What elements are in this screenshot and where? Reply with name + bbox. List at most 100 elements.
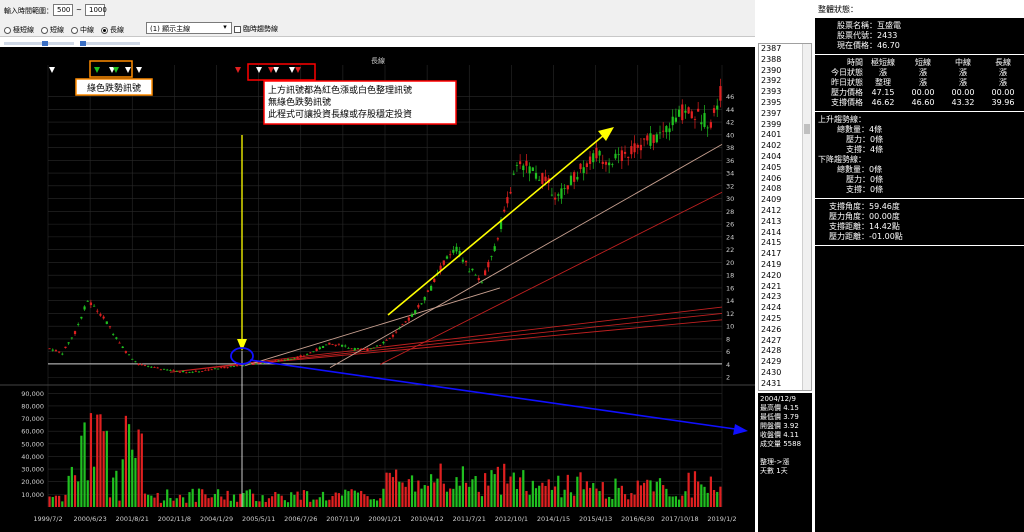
range-slider-1[interactable]	[4, 41, 74, 46]
range-end-input[interactable]: 1000	[85, 4, 107, 16]
candle-body	[623, 151, 627, 154]
code-list-item[interactable]: 2395	[761, 97, 782, 107]
code-list-item[interactable]: 2392	[761, 76, 782, 86]
volume-bar	[48, 496, 51, 507]
range-start-input[interactable]: 500	[53, 4, 73, 16]
volume-bar	[528, 494, 531, 507]
x-tick-label: 2001/8/21	[116, 515, 149, 523]
candle-body	[464, 260, 468, 263]
code-list-item[interactable]: 2415	[761, 238, 782, 248]
status-cell: 00.00	[991, 88, 1015, 97]
candle-body	[312, 351, 315, 353]
radio-ultra-short[interactable]: 極短線	[4, 25, 34, 35]
code-list-item[interactable]: 2423	[761, 292, 782, 302]
volume-bar	[293, 494, 296, 507]
stock-chart[interactable]: 2 4 6 8 10 12 14 16 18 20 22 24 26 28 30 32 34 36 38 40 42 44…	[0, 47, 755, 532]
code-list-item[interactable]: 2397	[761, 108, 782, 118]
stock-code-list[interactable]: 2387 2388 2390 2392 2393 2395 2397 2399 2401 2402…	[758, 43, 812, 391]
code-list-item[interactable]: 2405	[761, 162, 782, 172]
status-cell: 漲	[919, 78, 927, 87]
header-cell: 極短線	[871, 58, 895, 67]
candle-body	[344, 345, 347, 347]
code-list-item[interactable]: 2426	[761, 324, 782, 334]
status-cell: 漲	[999, 78, 1007, 87]
code-list-item[interactable]: 2390	[761, 65, 782, 75]
candle-body	[649, 133, 652, 146]
code-list-item[interactable]: 2414	[761, 227, 782, 237]
code-list-item[interactable]: 2406	[761, 173, 782, 183]
y-tick-label: 42	[726, 119, 734, 127]
volume-bar	[251, 493, 255, 507]
signal-white-icon	[125, 67, 131, 73]
volume-bar	[140, 433, 143, 507]
volume-bar	[503, 463, 506, 507]
candle-body	[487, 261, 490, 268]
candle-body	[309, 352, 312, 354]
candle-body	[525, 160, 528, 166]
code-list-item[interactable]: 2417	[761, 249, 782, 259]
code-list-item[interactable]: 2413	[761, 216, 782, 226]
radio-dot	[41, 26, 48, 34]
volume-bar	[197, 488, 201, 507]
code-list-item[interactable]: 2424	[761, 303, 782, 313]
slider-thumb[interactable]	[80, 41, 86, 46]
range-slider-2[interactable]	[80, 41, 140, 46]
code-list-item[interactable]: 2393	[761, 87, 782, 97]
code-list-item[interactable]: 2428	[761, 346, 782, 356]
scroll-thumb[interactable]	[804, 124, 810, 134]
candle-body	[592, 153, 595, 163]
slider-thumb[interactable]	[42, 41, 48, 46]
candle-body	[534, 172, 538, 179]
arrow-line	[249, 359, 736, 430]
candle-body	[433, 278, 436, 282]
info-status: 整理->漲	[760, 458, 790, 466]
code-list-item[interactable]: 2401	[761, 130, 782, 140]
code-list-item[interactable]: 2433	[759, 389, 811, 390]
code-list-item[interactable]: 2429	[761, 357, 782, 367]
radio-mid[interactable]: 中線	[71, 25, 94, 35]
code-list-item[interactable]: 2420	[761, 270, 782, 280]
code-list-item[interactable]: 2399	[761, 119, 782, 129]
candle-body	[388, 337, 391, 339]
temp-trend-checkbox[interactable]: 臨時趨勢線	[234, 24, 278, 34]
volume-bar	[646, 479, 649, 507]
code-list-item[interactable]: 2388	[761, 54, 782, 64]
code-list-item[interactable]: 2412	[761, 205, 782, 215]
code-list-item[interactable]: 2431	[761, 378, 782, 388]
candle-body	[608, 162, 611, 166]
code-list-item[interactable]: 2427	[761, 335, 782, 345]
y-tick-label: 38	[726, 144, 734, 152]
candle-body	[347, 347, 350, 349]
code-list-item[interactable]: 2404	[761, 151, 782, 161]
y-tick-label: 16	[726, 284, 734, 292]
y-tick-label: 6	[726, 348, 730, 356]
code-list-item[interactable]: 2425	[761, 313, 782, 323]
info-high: 最高價 4.15	[760, 404, 799, 412]
candle-body	[630, 146, 633, 155]
volume-bar	[627, 499, 630, 507]
candle-body	[153, 367, 156, 368]
volume-bar	[563, 489, 566, 507]
code-list-item[interactable]: 2387	[761, 44, 782, 53]
main-line-select[interactable]: (1) 顯示主線 ▾	[146, 22, 232, 34]
status-panel: 整體狀態： 股票名稱：互盛電 股票代號：2433 現在價格：46.70 時間 極…	[815, 0, 1024, 532]
signal-green-icon	[94, 67, 100, 73]
code-list-item[interactable]: 2409	[761, 195, 782, 205]
radio-long[interactable]: 長線	[101, 25, 124, 35]
x-tick-label: 1999/7/2	[33, 515, 62, 523]
volume-bar	[468, 486, 471, 507]
volume-bar	[67, 475, 70, 507]
candle-body	[286, 358, 290, 360]
code-list-item[interactable]: 2430	[761, 367, 782, 377]
code-list-item[interactable]: 2419	[761, 259, 782, 269]
volume-bar	[162, 500, 166, 507]
candle-body	[503, 209, 506, 212]
code-list-item[interactable]: 2402	[761, 141, 782, 151]
list-scrollbar[interactable]	[802, 44, 811, 390]
candle-body	[569, 175, 573, 185]
down-trend-total: 總數量：0條	[837, 165, 883, 174]
radio-short[interactable]: 短線	[41, 25, 64, 35]
volume-bar	[719, 486, 722, 507]
code-list-item[interactable]: 2421	[761, 281, 782, 291]
code-list-item[interactable]: 2408	[761, 184, 782, 194]
